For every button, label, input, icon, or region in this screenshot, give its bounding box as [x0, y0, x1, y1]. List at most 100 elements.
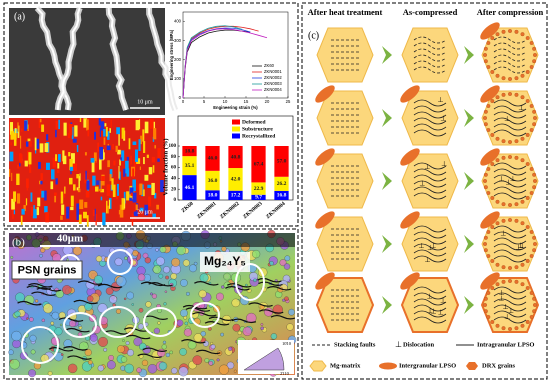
value-label: 40.8 [231, 154, 241, 160]
ebsd-grain [132, 192, 137, 203]
ebsd-grain [95, 214, 97, 226]
ebsd-grain [58, 154, 61, 163]
ebsd-grain [143, 157, 145, 165]
ebsd-grain [99, 180, 101, 189]
particle-band [257, 277, 282, 283]
drx-grain [490, 225, 495, 229]
ebsd-grain [61, 204, 65, 215]
legend-label: Intergranular LPSO [399, 362, 456, 369]
grain [169, 350, 173, 355]
ebsd-grain [12, 206, 14, 219]
drx-grain [520, 262, 525, 267]
ebsd-grain [147, 184, 152, 188]
grain [218, 364, 230, 375]
grain [34, 299, 39, 303]
drx-grain [529, 291, 534, 295]
ebsd-grain [92, 209, 96, 217]
grain [228, 346, 233, 351]
value-label: 18.8 [185, 148, 195, 154]
ebsd-grain [83, 211, 87, 219]
bar-segment [274, 176, 289, 191]
grain [47, 371, 53, 376]
grain [78, 326, 83, 330]
grain [282, 298, 286, 302]
ebsd-grain [160, 179, 164, 193]
ebsd-grain [39, 188, 42, 195]
drx-grain [529, 167, 534, 171]
drx-grain [508, 140, 512, 144]
ebsd-grain [71, 126, 74, 140]
grain [231, 298, 240, 308]
ebsd-grain [91, 160, 95, 173]
drx-grain [525, 162, 530, 166]
drx-grain [514, 139, 519, 144]
bent-fault [493, 231, 527, 239]
ebsd-grain [41, 124, 45, 132]
dislocation: ⊥ [498, 295, 504, 303]
ebsd-grain [19, 162, 21, 167]
y-tick-label: 400 [174, 19, 182, 24]
drx-grain [495, 32, 500, 37]
stress-strain-curve [182, 28, 268, 99]
drx-grain [486, 104, 491, 108]
ebsd-grain [35, 138, 40, 149]
grain [164, 290, 168, 293]
y-tick-label: 100 [169, 144, 177, 149]
ebsd-grain [152, 213, 156, 219]
drx-grain [525, 286, 530, 290]
legend-swatch [232, 126, 240, 132]
grain [10, 255, 14, 259]
ebsd-grain [27, 124, 29, 132]
bar-segment [205, 170, 220, 191]
particle-band [17, 300, 42, 306]
drx-grain [495, 282, 500, 287]
ebsd-grain [144, 204, 149, 216]
ebsd-grain [143, 141, 146, 153]
ebsd-grain [86, 215, 89, 227]
grain [182, 259, 190, 267]
grain [30, 349, 36, 355]
ebsd-grain [73, 184, 76, 191]
dislocation: ⊥ [424, 163, 430, 171]
ebsd-grain [13, 210, 16, 215]
ebsd-grain [126, 191, 130, 201]
ebsd-grain [36, 207, 40, 216]
bent-fault [493, 117, 527, 125]
y-tick-label: 0 [174, 198, 177, 203]
drx-grain [495, 221, 500, 226]
drx-grain [520, 95, 525, 100]
grain [84, 348, 92, 357]
drx-grain [514, 155, 519, 160]
grain [151, 293, 157, 299]
bent-fault [493, 237, 527, 245]
bent-fault [493, 54, 527, 62]
ebsd-grain [24, 160, 28, 167]
bent-fault [493, 60, 527, 68]
ebsd-grain [118, 165, 120, 179]
legend-label: ZK60 [264, 63, 275, 68]
grain [54, 327, 63, 336]
ebsd-grain [78, 214, 82, 224]
y-axis-label: Engineering stress (MPa) [169, 29, 174, 80]
ebsd-grain [29, 162, 32, 173]
bar-segment [251, 182, 266, 195]
drx-grain [483, 122, 488, 127]
ebsd-grain [149, 119, 154, 129]
panel-c-frame [301, 2, 548, 380]
grain [165, 352, 170, 358]
ebsd-grain [148, 167, 153, 175]
stress-strain-curve [182, 25, 259, 99]
drx-grain [486, 65, 491, 69]
ebsd-grain [55, 120, 59, 129]
x-tick-label: 5 [203, 99, 206, 104]
grain [137, 323, 144, 330]
dislocation: ⊥ [505, 179, 511, 187]
intergranular-lpso [315, 211, 335, 229]
drx-grain [508, 155, 512, 159]
drx-grain [532, 235, 537, 240]
particle-band [140, 281, 166, 287]
dislocation: ⊥ [427, 293, 433, 301]
ebsd-grain [123, 198, 126, 209]
drx-grain [490, 286, 495, 290]
drx-grain [483, 172, 488, 177]
